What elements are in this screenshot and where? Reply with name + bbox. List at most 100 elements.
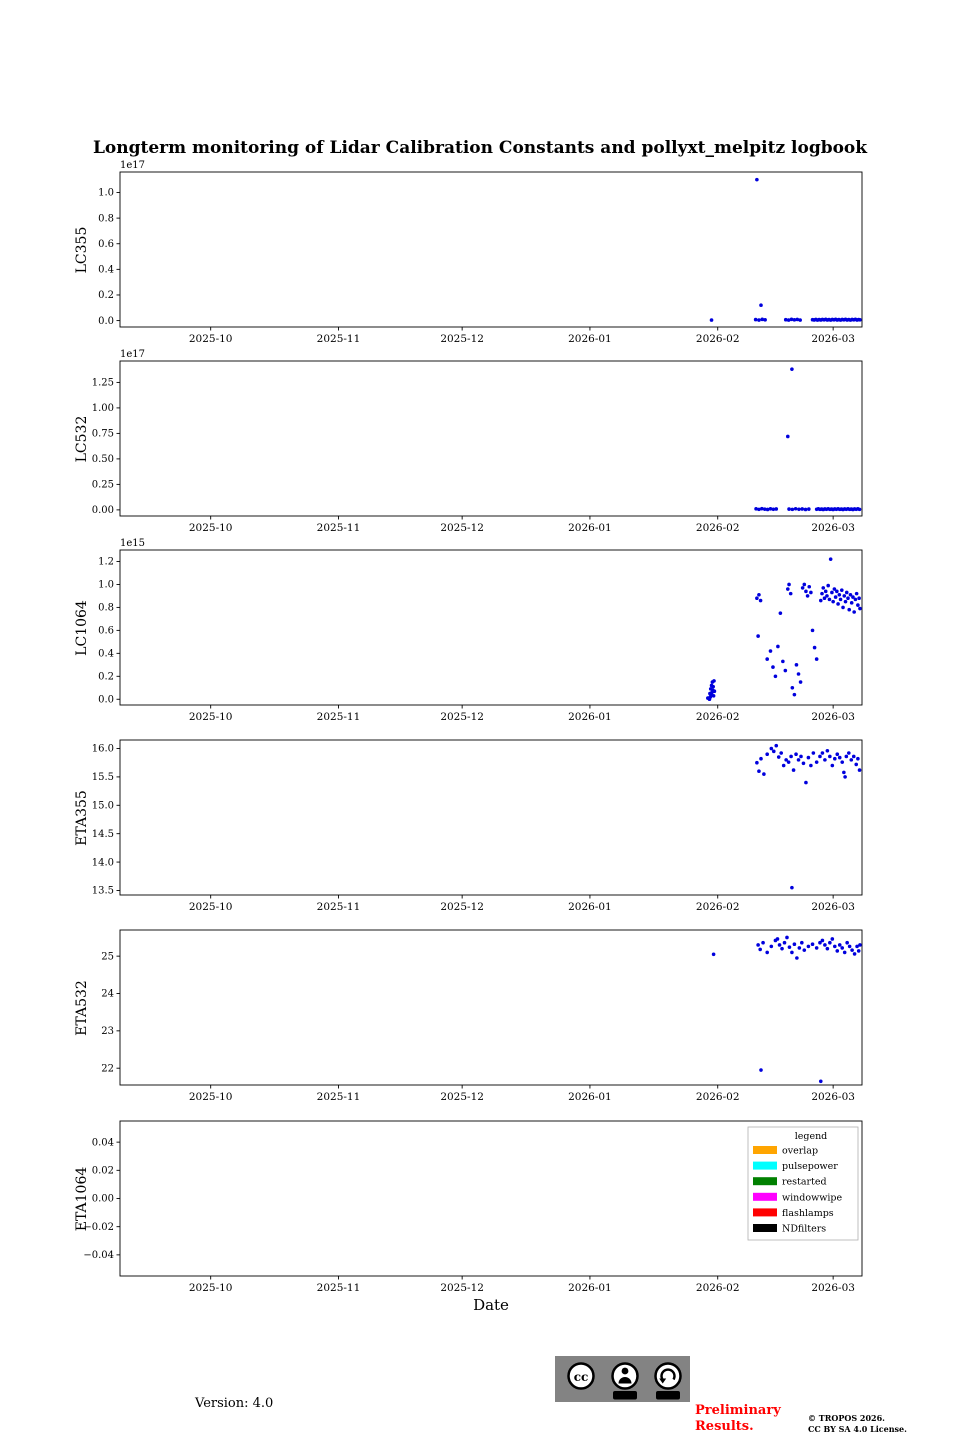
svg-text:0.8: 0.8: [98, 603, 114, 614]
svg-text:2025-10: 2025-10: [189, 522, 233, 534]
subplot-eta532: ETA532 22 23 24 25 2025-10 2025-11 2025-12 2026…: [0, 914, 960, 1111]
svg-text:2025-11: 2025-11: [317, 711, 361, 723]
subplot-lc355: LC355 0.0 0.2 0.4 0.6 0.8 1.0 2025-10 2025-11 20…: [0, 156, 960, 353]
svg-text:2026-01: 2026-01: [568, 711, 612, 723]
svg-text:1e17: 1e17: [120, 160, 145, 171]
cc-license-badge-icon: cc BY SA: [555, 1356, 690, 1402]
svg-text:0.6: 0.6: [98, 239, 114, 250]
svg-text:2026-01: 2026-01: [568, 1091, 612, 1103]
svg-text:15.0: 15.0: [92, 800, 114, 811]
svg-text:2026-03: 2026-03: [811, 522, 855, 534]
svg-text:2025-12: 2025-12: [440, 711, 484, 723]
svg-text:0.8: 0.8: [98, 213, 114, 224]
svg-text:2025-11: 2025-11: [317, 901, 361, 913]
preliminary-line2: Results.: [695, 1419, 754, 1434]
preliminary-line1: Preliminary: [695, 1403, 781, 1418]
svg-text:2025-11: 2025-11: [317, 333, 361, 345]
svg-text:2026-02: 2026-02: [696, 901, 740, 913]
svg-text:1.0: 1.0: [98, 580, 114, 591]
svg-text:2025-10: 2025-10: [189, 1282, 233, 1294]
svg-text:14.5: 14.5: [92, 829, 114, 840]
svg-text:0.25: 0.25: [92, 480, 114, 491]
svg-text:0.50: 0.50: [92, 454, 114, 465]
svg-text:0.4: 0.4: [98, 649, 114, 660]
svg-text:0.2: 0.2: [98, 671, 114, 682]
version-text: Version: 4.0: [195, 1396, 274, 1411]
svg-text:0.00: 0.00: [92, 1194, 114, 1205]
svg-text:0.6: 0.6: [98, 626, 114, 637]
svg-text:13.5: 13.5: [92, 886, 114, 897]
svg-text:2026-03: 2026-03: [811, 333, 855, 345]
subplot-eta355: ETA355 13.5 14.0 14.5 15.0 15.5 16.0 2025-10 20…: [0, 724, 960, 921]
svg-text:flashlamps: flashlamps: [782, 1208, 834, 1219]
svg-text:2025-10: 2025-10: [189, 711, 233, 723]
svg-text:0.02: 0.02: [92, 1166, 114, 1177]
svg-text:legend: legend: [795, 1131, 828, 1142]
svg-text:0.75: 0.75: [92, 429, 114, 440]
svg-text:22: 22: [101, 1063, 114, 1074]
copyright-line2: CC BY SA 4.0 License.: [808, 1424, 907, 1434]
svg-text:23: 23: [101, 1026, 114, 1037]
svg-text:−0.04: −0.04: [83, 1250, 114, 1261]
scatter-plot-lc1064: 0.0 0.2 0.4 0.6 0.8 1.0 1.2 2025-10 2025-11 2025-…: [98, 538, 863, 723]
svg-text:0.2: 0.2: [98, 290, 114, 301]
svg-text:0.04: 0.04: [92, 1137, 114, 1148]
cc-by-label: BY: [620, 1392, 630, 1400]
svg-text:windowwipe: windowwipe: [782, 1192, 842, 1203]
svg-text:15.5: 15.5: [92, 772, 114, 783]
svg-text:2026-02: 2026-02: [696, 522, 740, 534]
svg-text:2025-12: 2025-12: [440, 1091, 484, 1103]
svg-text:restarted: restarted: [782, 1177, 827, 1188]
copyright-line1: © TROPOS 2026.: [808, 1413, 885, 1423]
scatter-plot-lc355: 0.0 0.2 0.4 0.6 0.8 1.0 2025-10 2025-11 2025-12 2…: [98, 160, 863, 345]
svg-text:0.00: 0.00: [92, 505, 114, 516]
svg-text:2025-12: 2025-12: [440, 333, 484, 345]
figure-title: Longterm monitoring of Lidar Calibration…: [92, 138, 868, 158]
svg-text:2025-10: 2025-10: [189, 1091, 233, 1103]
svg-text:2025-11: 2025-11: [317, 522, 361, 534]
svg-text:24: 24: [101, 989, 114, 1000]
scatter-plot-eta355: 13.5 14.0 14.5 15.0 15.5 16.0 2025-10 2025-11 20…: [92, 739, 863, 913]
cc-sa-label: SA: [663, 1392, 674, 1400]
subplot-lc532: LC532 0.00 0.25 0.50 0.75 1.00 1.25 2025-10 202…: [0, 345, 960, 542]
svg-text:2025-11: 2025-11: [317, 1282, 361, 1294]
x-axis-label: Date: [473, 1296, 509, 1314]
svg-text:14.0: 14.0: [92, 857, 114, 868]
copyright-text: © TROPOS 2026. CC BY SA 4.0 License.: [808, 1413, 907, 1435]
svg-text:2026-03: 2026-03: [811, 711, 855, 723]
svg-text:1.00: 1.00: [92, 403, 114, 414]
svg-text:1.25: 1.25: [92, 378, 114, 389]
svg-text:2026-03: 2026-03: [811, 1091, 855, 1103]
scatter-plot-lc532: 0.00 0.25 0.50 0.75 1.00 1.25 2025-10 2025-11 20…: [92, 349, 863, 534]
svg-text:2026-01: 2026-01: [568, 333, 612, 345]
svg-text:2026-03: 2026-03: [811, 901, 855, 913]
preliminary-results-text: Preliminary Results.: [695, 1403, 781, 1435]
svg-text:2026-02: 2026-02: [696, 333, 740, 345]
svg-text:1.0: 1.0: [98, 188, 114, 199]
svg-text:2025-10: 2025-10: [189, 901, 233, 913]
svg-text:pulsepower: pulsepower: [782, 1161, 838, 1172]
svg-text:−0.02: −0.02: [83, 1222, 114, 1233]
svg-text:2026-02: 2026-02: [696, 1091, 740, 1103]
svg-text:2026-03: 2026-03: [811, 1282, 855, 1294]
scatter-plot-eta1064: −0.04 −0.02 0.00 0.02 0.04 2025-10 2025-11 2025…: [83, 1120, 863, 1294]
svg-text:2026-02: 2026-02: [696, 1282, 740, 1294]
share-alike-arrow-icon: [660, 1368, 676, 1381]
svg-text:NDfilters: NDfilters: [782, 1224, 826, 1235]
svg-text:2025-10: 2025-10: [189, 333, 233, 345]
svg-text:2026-01: 2026-01: [568, 522, 612, 534]
svg-text:0.4: 0.4: [98, 265, 114, 276]
subplot-eta1064: ETA1064 −0.04 −0.02 0.00 0.02 0.04 2025-10 202…: [0, 1105, 960, 1302]
cc-logo-icon: cc: [574, 1370, 589, 1384]
svg-text:2025-12: 2025-12: [440, 522, 484, 534]
svg-text:0.0: 0.0: [98, 694, 114, 705]
svg-text:25: 25: [101, 951, 114, 962]
attribution-person-icon: [621, 1367, 629, 1375]
svg-text:1e15: 1e15: [120, 538, 145, 549]
svg-text:16.0: 16.0: [92, 744, 114, 755]
svg-text:1e17: 1e17: [120, 349, 145, 360]
scatter-plot-eta532: 22 23 24 25 2025-10 2025-11 2025-12 2026-01 2026…: [101, 929, 863, 1103]
svg-text:2026-02: 2026-02: [696, 711, 740, 723]
svg-text:overlap: overlap: [782, 1146, 818, 1157]
